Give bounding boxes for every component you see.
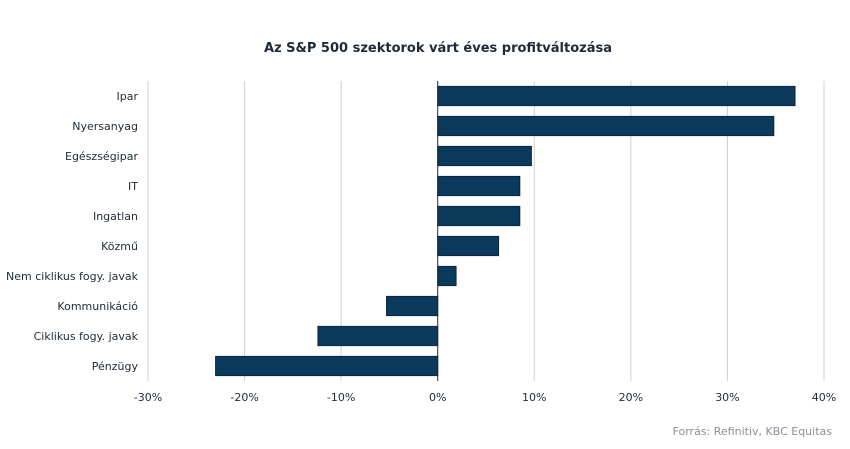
source-note: Forrás: Refinitiv, KBC Equitas [672, 425, 832, 438]
bar [386, 295, 439, 317]
bar [437, 175, 521, 197]
bar [437, 205, 521, 227]
category-label: Egészségipar [65, 150, 138, 163]
category-label: Nyersanyag [72, 120, 138, 133]
category-label: Közmű [101, 240, 138, 253]
x-tick-label: 20% [619, 391, 643, 404]
category-label: Pénzügy [92, 360, 139, 373]
x-tick-label: -10% [327, 391, 355, 404]
chart-title: Az S&P 500 szektorok várt éves profitvál… [264, 41, 612, 56]
category-label: Ciklikus fogy. javak [34, 330, 139, 343]
x-tick-label: -20% [230, 391, 258, 404]
bar [437, 235, 500, 257]
bar [437, 85, 796, 107]
bars [215, 85, 796, 377]
x-tick-label: 0% [429, 391, 446, 404]
bar [437, 265, 457, 287]
x-tick-label: 10% [522, 391, 546, 404]
category-label: Ipar [117, 90, 139, 103]
bar [317, 325, 439, 347]
category-labels: Ipar Nyersanyag Egészségipar IT Ingatlan Közm… [6, 90, 139, 373]
category-label: Ingatlan [93, 210, 138, 223]
x-tick-label: 40% [812, 391, 836, 404]
category-label: IT [128, 180, 138, 193]
x-tick-label: 30% [715, 391, 739, 404]
category-label: Kommunikáció [57, 300, 138, 313]
bar [437, 145, 532, 167]
bar [215, 355, 439, 377]
bar [437, 115, 775, 137]
x-tick-label: -30% [134, 391, 162, 404]
x-tick-labels: -30% -20% -10% 0% 10% 20% 30% 40% [134, 391, 836, 404]
category-label: Nem ciklikus fogy. javak [6, 270, 139, 283]
